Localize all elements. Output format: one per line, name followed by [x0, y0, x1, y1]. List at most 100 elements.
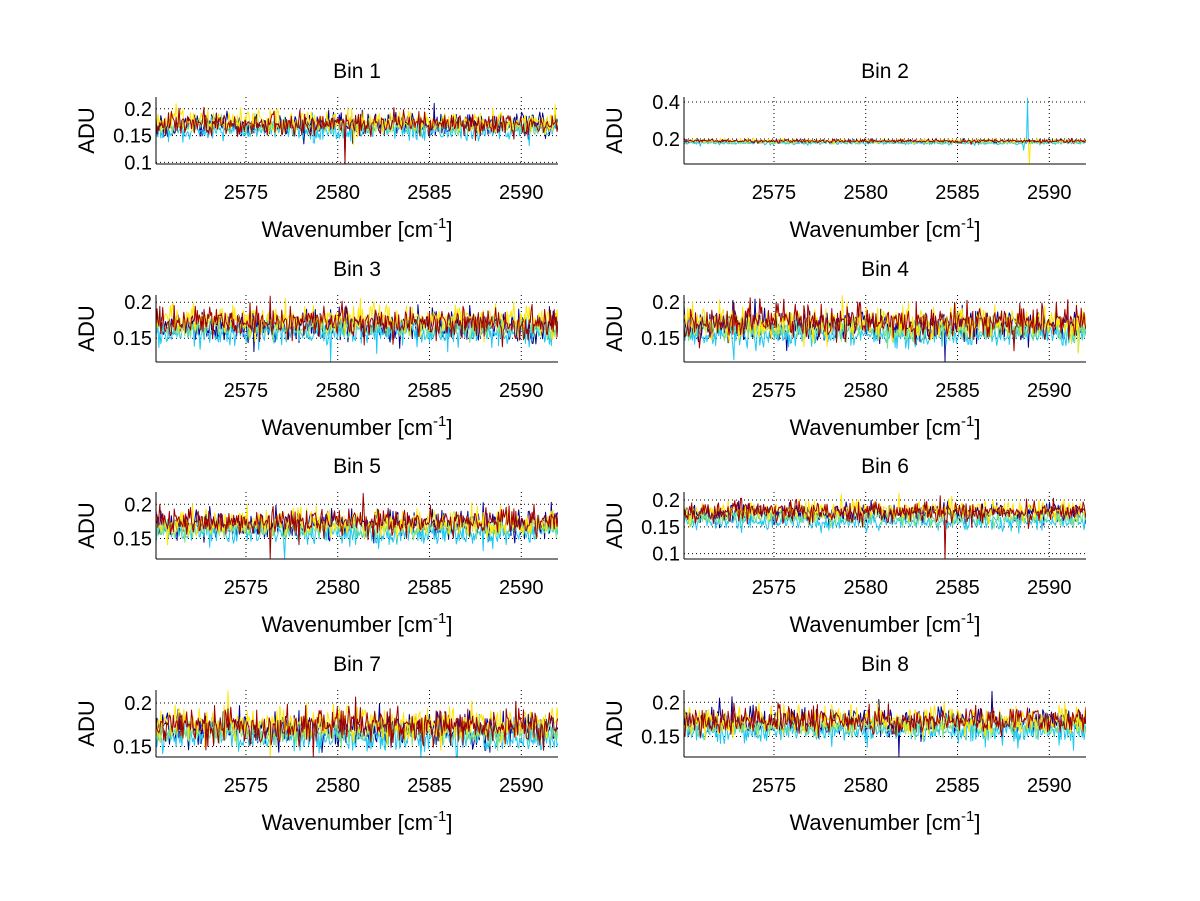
x-tick-label: 2585	[407, 182, 452, 204]
x-axis-label-superscript: -1	[961, 808, 974, 825]
subplot-bin-2: 2575 2580 2585 2590 0.2 0.4 Bin 2 Wavenumber [c…	[602, 60, 1086, 242]
x-axis-label-superscript: -1	[961, 215, 974, 232]
y-tick-label: 0.2	[652, 292, 680, 314]
y-tick-label: 0.2	[124, 494, 152, 516]
data-line-series-5	[684, 297, 1086, 352]
x-axis-label-end: ]	[974, 217, 980, 242]
x-axis-label-end: ]	[974, 415, 980, 440]
x-axis-label-main: Wavenumber [cm	[261, 612, 433, 637]
y-tick-label: 0.2	[652, 129, 680, 151]
x-axis-label-main: Wavenumber [cm	[261, 217, 433, 242]
x-axis-label-main: Wavenumber [cm	[261, 810, 433, 835]
x-tick-label: 2575	[752, 380, 797, 402]
subplot-title: Bin 3	[333, 258, 381, 281]
subplot-bin-3: 2575 2580 2585 2590 0.15 0.2 Bin 3 Wavenumber […	[74, 258, 558, 440]
data-line-series-5	[156, 492, 558, 559]
subplot-title: Bin 6	[861, 455, 909, 478]
y-tick-label: 0.1	[124, 152, 152, 174]
x-tick-label: 2575	[752, 577, 797, 599]
subplot-bin-7: 2575 2580 2585 2590 0.15 0.2 Bin 7 Wavenumber […	[74, 653, 558, 835]
data-line-series-4	[156, 103, 558, 146]
x-axis-label: Wavenumber [cm-1]	[789, 610, 980, 637]
x-tick-label: 2585	[935, 182, 980, 204]
x-tick-label: 2580	[843, 577, 888, 599]
y-axis-label: ADU	[74, 502, 99, 548]
data-line-series-5	[684, 137, 1086, 145]
y-axis-label: ADU	[74, 700, 99, 746]
y-tick-label: 0.15	[641, 328, 680, 350]
data-line-series-2	[684, 507, 1086, 534]
y-tick-label: 0.15	[641, 726, 680, 748]
x-tick-label: 2575	[752, 182, 797, 204]
y-tick-label: 0.15	[641, 517, 680, 539]
y-axis-label: ADU	[74, 305, 99, 351]
subplot-bin-4: 2575 2580 2585 2590 0.15 0.2 Bin 4 Wavenumber […	[602, 258, 1086, 440]
x-tick-label: 2580	[843, 380, 888, 402]
x-axis-label: Wavenumber [cm-1]	[789, 215, 980, 242]
data-line-series-5	[684, 495, 1086, 559]
x-tick-label: 2580	[315, 775, 360, 797]
series-group	[156, 492, 558, 559]
x-axis-label-main: Wavenumber [cm	[789, 415, 961, 440]
subplot-title: Bin 2	[861, 60, 909, 83]
x-tick-label: 2585	[935, 577, 980, 599]
x-tick-label: 2590	[499, 577, 544, 599]
x-tick-label: 2590	[1027, 775, 1072, 797]
x-axis-label: Wavenumber [cm-1]	[261, 610, 452, 637]
data-line-series-5	[156, 696, 558, 757]
x-axis-label-superscript: -1	[433, 413, 446, 430]
data-line-series-5	[156, 295, 558, 348]
x-tick-label: 2590	[499, 380, 544, 402]
x-tick-label: 2580	[315, 182, 360, 204]
y-tick-label: 0.1	[652, 544, 680, 566]
x-tick-label: 2575	[224, 380, 269, 402]
x-tick-label: 2585	[935, 380, 980, 402]
x-tick-label: 2590	[499, 775, 544, 797]
x-tick-label: 2590	[1027, 577, 1072, 599]
x-axis-label-superscript: -1	[433, 215, 446, 232]
y-axis-label: ADU	[602, 305, 627, 351]
x-axis-label-main: Wavenumber [cm	[789, 217, 961, 242]
subplot-title: Bin 8	[861, 653, 909, 676]
x-axis-label-main: Wavenumber [cm	[789, 612, 961, 637]
subplot-bin-1: 2575 2580 2585 2590 0.1 0.15 0.2 Bin 1 Wavenumbe…	[74, 60, 558, 242]
subplot-bin-5: 2575 2580 2585 2590 0.15 0.2 Bin 5 Wavenumber […	[74, 455, 558, 637]
data-line-series-2	[684, 713, 1086, 751]
x-tick-label: 2575	[224, 182, 269, 204]
x-axis-label-end: ]	[974, 612, 980, 637]
x-tick-label: 2585	[407, 380, 452, 402]
data-line-series-4	[684, 492, 1086, 529]
x-axis-label-end: ]	[446, 415, 452, 440]
x-axis-label-superscript: -1	[433, 808, 446, 825]
x-axis-label: Wavenumber [cm-1]	[261, 808, 452, 835]
y-tick-label: 0.2	[124, 693, 152, 715]
y-tick-label: 0.2	[652, 692, 680, 714]
subplot-title: Bin 5	[333, 455, 381, 478]
y-axis-label: ADU	[74, 107, 99, 153]
x-tick-label: 2575	[752, 775, 797, 797]
x-axis-label-end: ]	[446, 217, 452, 242]
subplot-title: Bin 4	[861, 258, 909, 281]
x-axis-label-superscript: -1	[961, 413, 974, 430]
series-group	[684, 97, 1086, 164]
y-tick-label: 0.2	[124, 292, 152, 314]
x-axis-label: Wavenumber [cm-1]	[261, 413, 452, 440]
x-tick-label: 2585	[935, 775, 980, 797]
x-axis-label-main: Wavenumber [cm	[261, 415, 433, 440]
data-line-series-5	[684, 702, 1086, 739]
series-group	[156, 690, 558, 757]
y-tick-label: 0.15	[113, 737, 152, 759]
subplot-bin-8: 2575 2580 2585 2590 0.15 0.2 Bin 8 Wavenumber […	[602, 653, 1086, 835]
y-axis-label: ADU	[602, 502, 627, 548]
subplot-title: Bin 7	[333, 653, 381, 676]
x-tick-label: 2585	[407, 775, 452, 797]
x-axis-label: Wavenumber [cm-1]	[261, 215, 452, 242]
x-axis-label: Wavenumber [cm-1]	[789, 808, 980, 835]
x-tick-label: 2590	[1027, 380, 1072, 402]
y-tick-label: 0.2	[124, 99, 152, 121]
x-axis-label-end: ]	[446, 810, 452, 835]
x-tick-label: 2575	[224, 577, 269, 599]
series-group	[156, 102, 558, 164]
x-axis-label-end: ]	[446, 612, 452, 637]
